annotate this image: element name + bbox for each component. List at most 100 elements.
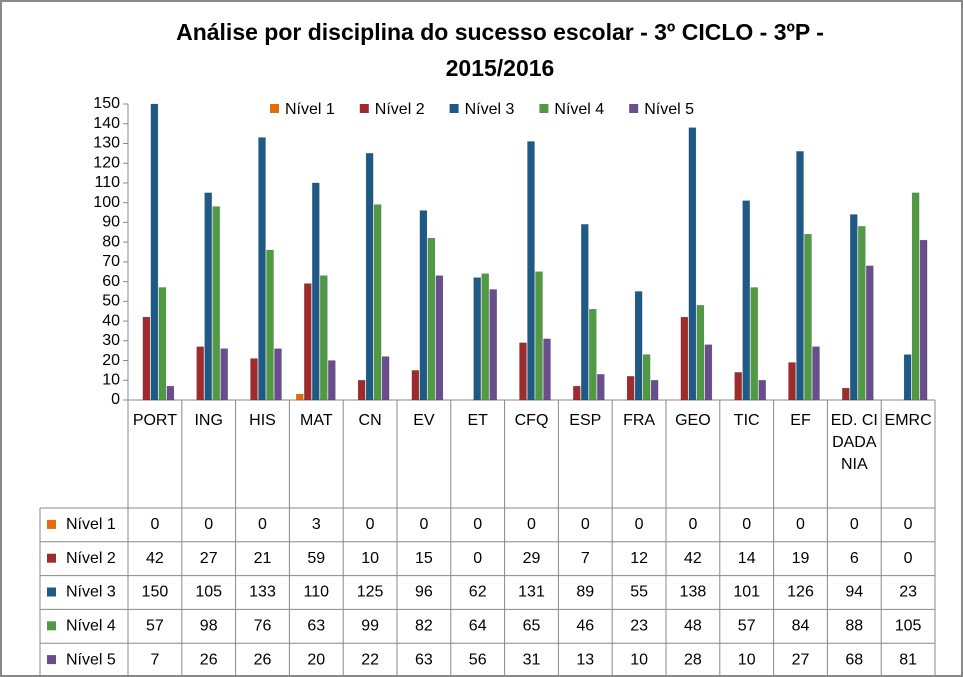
bar bbox=[473, 277, 481, 401]
bar bbox=[250, 358, 258, 401]
x-tick-label: PORT bbox=[132, 412, 177, 429]
table-cell: 26 bbox=[254, 651, 272, 668]
table-cell: 105 bbox=[895, 618, 922, 635]
table-cell: 10 bbox=[630, 651, 648, 668]
bar bbox=[642, 354, 651, 401]
y-tick-label: 120 bbox=[93, 154, 120, 171]
bar bbox=[142, 316, 151, 401]
bar bbox=[427, 237, 436, 401]
table-row-label: Nível 4 bbox=[66, 618, 116, 635]
bar bbox=[489, 289, 497, 401]
legend-label: Nível 1 bbox=[285, 101, 335, 118]
legend-swatch bbox=[539, 104, 549, 113]
table-row-label: Nível 5 bbox=[66, 651, 116, 668]
y-tick-label: 80 bbox=[102, 233, 120, 250]
x-tick-label: ED. CIDADANIA bbox=[830, 412, 878, 473]
bar bbox=[296, 393, 304, 401]
bar bbox=[258, 137, 266, 401]
table-row-label: Nível 2 bbox=[66, 550, 116, 567]
table-cell: 48 bbox=[684, 618, 702, 635]
bar bbox=[274, 348, 282, 401]
bar bbox=[535, 271, 543, 401]
x-tick-label: EV bbox=[413, 412, 435, 429]
bar bbox=[150, 103, 159, 401]
table-cell: 110 bbox=[304, 584, 330, 601]
x-tick-label: TIC bbox=[733, 412, 760, 429]
legend-swatch bbox=[359, 104, 369, 113]
table-cell: 98 bbox=[200, 618, 218, 635]
y-tick-label: 70 bbox=[102, 253, 120, 270]
bar bbox=[373, 204, 382, 401]
bar bbox=[597, 374, 605, 401]
legend-swatch bbox=[47, 519, 56, 529]
x-tick-label: EF bbox=[790, 412, 811, 429]
bar bbox=[589, 308, 597, 401]
table-cell: 88 bbox=[845, 618, 863, 635]
table-cell: 0 bbox=[473, 516, 482, 533]
bar bbox=[626, 376, 635, 401]
table-cell: 21 bbox=[254, 550, 272, 567]
x-tick-label: CN bbox=[358, 412, 382, 429]
table-cell: 125 bbox=[357, 584, 384, 601]
legend-swatch bbox=[629, 104, 639, 113]
table-cell: 23 bbox=[899, 584, 917, 601]
table-cell: 6 bbox=[850, 550, 859, 567]
table-cell: 101 bbox=[733, 584, 760, 601]
table-cell: 28 bbox=[684, 651, 702, 668]
x-tick-label: EMRC bbox=[884, 412, 932, 429]
table-cell: 0 bbox=[581, 516, 590, 533]
table-row-label: Nível 3 bbox=[66, 584, 116, 601]
y-tick-label: 60 bbox=[102, 273, 120, 290]
bar bbox=[212, 206, 220, 401]
table-cell: 15 bbox=[415, 550, 433, 567]
table-cell: 0 bbox=[473, 550, 482, 567]
table-cell: 0 bbox=[527, 516, 536, 533]
bar bbox=[328, 360, 336, 401]
legend-swatch bbox=[47, 621, 56, 631]
table-cell: 27 bbox=[792, 651, 810, 668]
y-tick-label: 100 bbox=[93, 194, 120, 211]
table-cell: 26 bbox=[200, 651, 218, 668]
bar bbox=[312, 182, 320, 401]
table-cell: 57 bbox=[146, 618, 164, 635]
bar bbox=[750, 287, 758, 401]
legend-label: Nível 5 bbox=[644, 101, 694, 118]
table-cell: 57 bbox=[738, 618, 756, 635]
x-tick-label: ING bbox=[194, 412, 223, 429]
bar bbox=[680, 316, 689, 401]
table-cell: 99 bbox=[361, 618, 379, 635]
table-cell: 96 bbox=[415, 584, 433, 601]
bar bbox=[419, 210, 428, 401]
legend-swatch bbox=[47, 655, 56, 665]
bar bbox=[204, 192, 212, 401]
bar bbox=[919, 239, 928, 401]
bar bbox=[573, 385, 581, 401]
table-cell: 82 bbox=[415, 618, 433, 635]
table-cell: 76 bbox=[254, 618, 272, 635]
bar bbox=[581, 224, 589, 401]
x-tick-label: FRA bbox=[623, 412, 656, 429]
bar bbox=[796, 151, 804, 401]
table-cell: 59 bbox=[307, 550, 325, 567]
bar bbox=[842, 387, 850, 401]
y-tick-label: 10 bbox=[102, 371, 120, 388]
bar bbox=[220, 348, 228, 401]
bar bbox=[196, 346, 204, 401]
x-tick-label: HIS bbox=[249, 412, 276, 429]
table-cell: 55 bbox=[630, 584, 648, 601]
bar bbox=[543, 338, 551, 401]
table-cell: 20 bbox=[307, 651, 325, 668]
bar bbox=[704, 344, 713, 401]
bar bbox=[788, 362, 796, 401]
bar bbox=[850, 214, 858, 401]
x-tick-label: CFQ bbox=[514, 412, 549, 429]
bar bbox=[858, 226, 866, 401]
table-cell: 0 bbox=[419, 516, 428, 533]
chart-title: Análise por disciplina do sucesso escola… bbox=[176, 19, 824, 81]
table-cell: 0 bbox=[204, 516, 213, 533]
table-cell: 46 bbox=[576, 618, 594, 635]
bar bbox=[742, 200, 750, 401]
bar bbox=[866, 265, 874, 401]
